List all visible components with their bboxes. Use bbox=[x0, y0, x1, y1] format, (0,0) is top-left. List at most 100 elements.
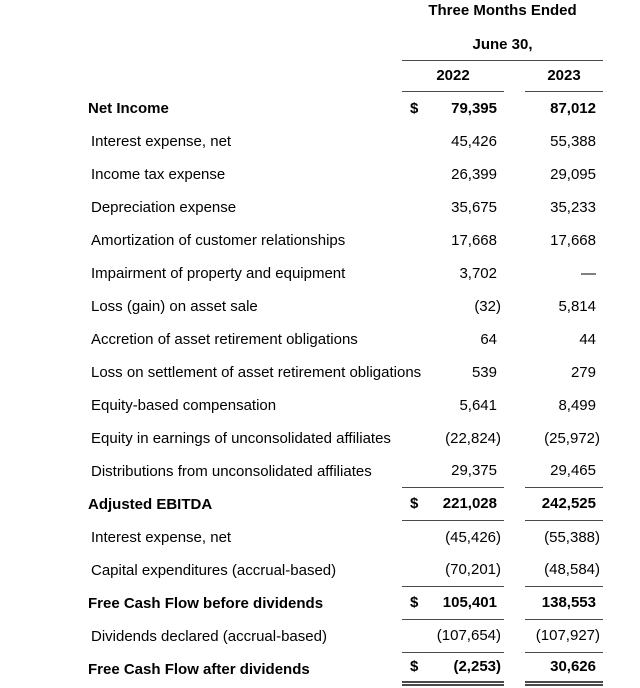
row-label: Impairment of property and equipment bbox=[91, 264, 346, 282]
period-subtitle: June 30, bbox=[402, 36, 603, 61]
value-cell-2022: 45,426 bbox=[402, 125, 504, 158]
row-label: Income tax expense bbox=[91, 165, 226, 183]
value-2022: 64 bbox=[480, 330, 497, 348]
value-cell-2022: (45,426) bbox=[402, 521, 504, 554]
value-cell-2023: 30,626 bbox=[525, 653, 603, 686]
value-cell-2023: 29,095 bbox=[525, 158, 603, 191]
value-2023: 242,525 bbox=[541, 495, 596, 512]
value-cell-2022: 3,702 bbox=[402, 257, 504, 290]
value-cell-2023: (55,388) bbox=[525, 521, 603, 554]
value-cell-2023: 279 bbox=[525, 356, 603, 389]
row-label: Free Cash Flow before dividends bbox=[88, 594, 324, 612]
row-label: Depreciation expense bbox=[91, 198, 237, 216]
value-cell-2022: 35,675 bbox=[402, 191, 504, 224]
value-2023: 8,499 bbox=[558, 396, 596, 414]
value-2022: (45,426) bbox=[445, 528, 501, 546]
row-label: Distributions from unconsolidated affili… bbox=[91, 462, 372, 480]
value-cell-2023: 8,499 bbox=[525, 389, 603, 422]
value-2022: 3,702 bbox=[459, 264, 497, 282]
value-2022: 5,641 bbox=[459, 396, 497, 414]
value-cell-2022: $ (2,253) bbox=[402, 653, 504, 686]
value-cell-2022: 29,375 bbox=[402, 455, 504, 488]
value-2023: 35,233 bbox=[550, 198, 596, 216]
value-2022: 26,399 bbox=[451, 165, 497, 183]
row-fcf-before-dividends: Free Cash Flow before dividends $105,401… bbox=[0, 587, 640, 620]
value-2023: 5,814 bbox=[558, 297, 596, 315]
row-dividends-declared: Dividends declared (accrual-based) (107,… bbox=[0, 620, 640, 653]
value-2023: 87,012 bbox=[550, 99, 596, 117]
value-cell-2023: 44 bbox=[525, 323, 603, 356]
value-cell-2022: (107,654) bbox=[402, 620, 504, 653]
value-2022: 221,028 bbox=[442, 495, 497, 512]
value-cell-2022: 26,399 bbox=[402, 158, 504, 191]
row-depreciation-expense: Depreciation expense 35,675 35,233 bbox=[0, 191, 640, 224]
value-2023: (107,927) bbox=[535, 627, 600, 644]
value-2022: (32) bbox=[474, 297, 501, 315]
value-cell-2023: 55,388 bbox=[525, 125, 603, 158]
row-loss-settlement-asset-retirement: Loss on settlement of asset retirement o… bbox=[0, 356, 640, 389]
value-cell-2023: — bbox=[525, 257, 603, 290]
row-income-tax-expense: Income tax expense 26,399 29,095 bbox=[0, 158, 640, 191]
value-cell-2022: (22,824) bbox=[402, 422, 504, 455]
value-cell-2022: 64 bbox=[402, 323, 504, 356]
value-2023: (25,972) bbox=[544, 429, 600, 447]
value-2023: 279 bbox=[570, 363, 596, 381]
value-cell-2022: $105,401 bbox=[402, 587, 504, 620]
value-2022: 35,675 bbox=[451, 198, 497, 216]
value-2023: 30,626 bbox=[550, 658, 596, 675]
year-header-row: 2022 2023 bbox=[0, 61, 640, 92]
value-cell-2022: $79,395 bbox=[402, 92, 504, 125]
dollar-sign: $ bbox=[410, 99, 419, 117]
value-2022: 79,395 bbox=[451, 99, 497, 117]
value-cell-2022: 5,641 bbox=[402, 389, 504, 422]
row-net-income: Net Income $79,395 87,012 bbox=[0, 92, 640, 125]
value-2023: (55,388) bbox=[544, 528, 600, 546]
row-accretion-asset-retirement: Accretion of asset retirement obligation… bbox=[0, 323, 640, 356]
row-label: Capital expenditures (accrual-based) bbox=[91, 561, 337, 579]
period-title: Three Months Ended bbox=[428, 2, 577, 19]
row-label: Loss (gain) on asset sale bbox=[91, 297, 258, 315]
value-2022: 45,426 bbox=[451, 132, 497, 150]
row-label: Accretion of asset retirement obligation… bbox=[91, 330, 358, 348]
value-2022: 17,668 bbox=[451, 231, 497, 249]
row-loss-gain-asset-sale: Loss (gain) on asset sale (32) 5,814 bbox=[0, 290, 640, 323]
row-adjusted-ebitda: Adjusted EBITDA $221,028 242,525 bbox=[0, 488, 640, 521]
year-column-header-2023: 2023 bbox=[525, 61, 603, 92]
value-cell-2022: (32) bbox=[402, 290, 504, 323]
row-label: Free Cash Flow after dividends bbox=[88, 660, 310, 678]
row-label: Interest expense, net bbox=[91, 132, 232, 150]
value-cell-2022: (70,201) bbox=[402, 554, 504, 587]
row-label: Dividends declared (accrual-based) bbox=[91, 627, 327, 645]
row-interest-expense-deduction: Interest expense, net (45,426) (55,388) bbox=[0, 521, 640, 554]
value-2023: (48,584) bbox=[544, 561, 600, 578]
value-cell-2023: 29,465 bbox=[525, 455, 603, 488]
row-label: Amortization of customer relationships bbox=[91, 231, 346, 249]
value-2022: (2,253) bbox=[453, 658, 501, 675]
value-2022: (70,201) bbox=[445, 561, 501, 578]
value-cell-2023: 5,814 bbox=[525, 290, 603, 323]
value-cell-2023: (25,972) bbox=[525, 422, 603, 455]
value-cell-2023: (107,927) bbox=[525, 620, 603, 653]
row-distributions-unconsolidated-affiliates: Distributions from unconsolidated affili… bbox=[0, 455, 640, 488]
value-2022: (107,654) bbox=[436, 627, 501, 644]
row-fcf-after-dividends: Free Cash Flow after dividends $ (2,253) … bbox=[0, 653, 640, 686]
value-cell-2023: 242,525 bbox=[525, 488, 603, 521]
row-label: Equity-based compensation bbox=[91, 396, 277, 414]
dollar-sign: $ bbox=[410, 594, 419, 611]
value-2023: 17,668 bbox=[550, 231, 596, 249]
value-cell-2022: 539 bbox=[402, 356, 504, 389]
row-interest-expense: Interest expense, net 45,426 55,388 bbox=[0, 125, 640, 158]
dollar-sign: $ bbox=[410, 495, 419, 512]
value-cell-2023: (48,584) bbox=[525, 554, 603, 587]
dollar-sign: $ bbox=[410, 658, 419, 675]
value-cell-2022: 17,668 bbox=[402, 224, 504, 257]
value-cell-2023: 87,012 bbox=[525, 92, 603, 125]
table-header: Three Months Ended bbox=[0, 0, 640, 20]
value-2023: 55,388 bbox=[550, 132, 596, 150]
value-2022: (22,824) bbox=[445, 429, 501, 447]
row-label: Interest expense, net bbox=[91, 528, 232, 546]
row-equity-based-compensation: Equity-based compensation 5,641 8,499 bbox=[0, 389, 640, 422]
row-equity-earnings-unconsolidated-affiliates: Equity in earnings of unconsolidated aff… bbox=[0, 422, 640, 455]
value-2023: 138,553 bbox=[541, 594, 596, 611]
